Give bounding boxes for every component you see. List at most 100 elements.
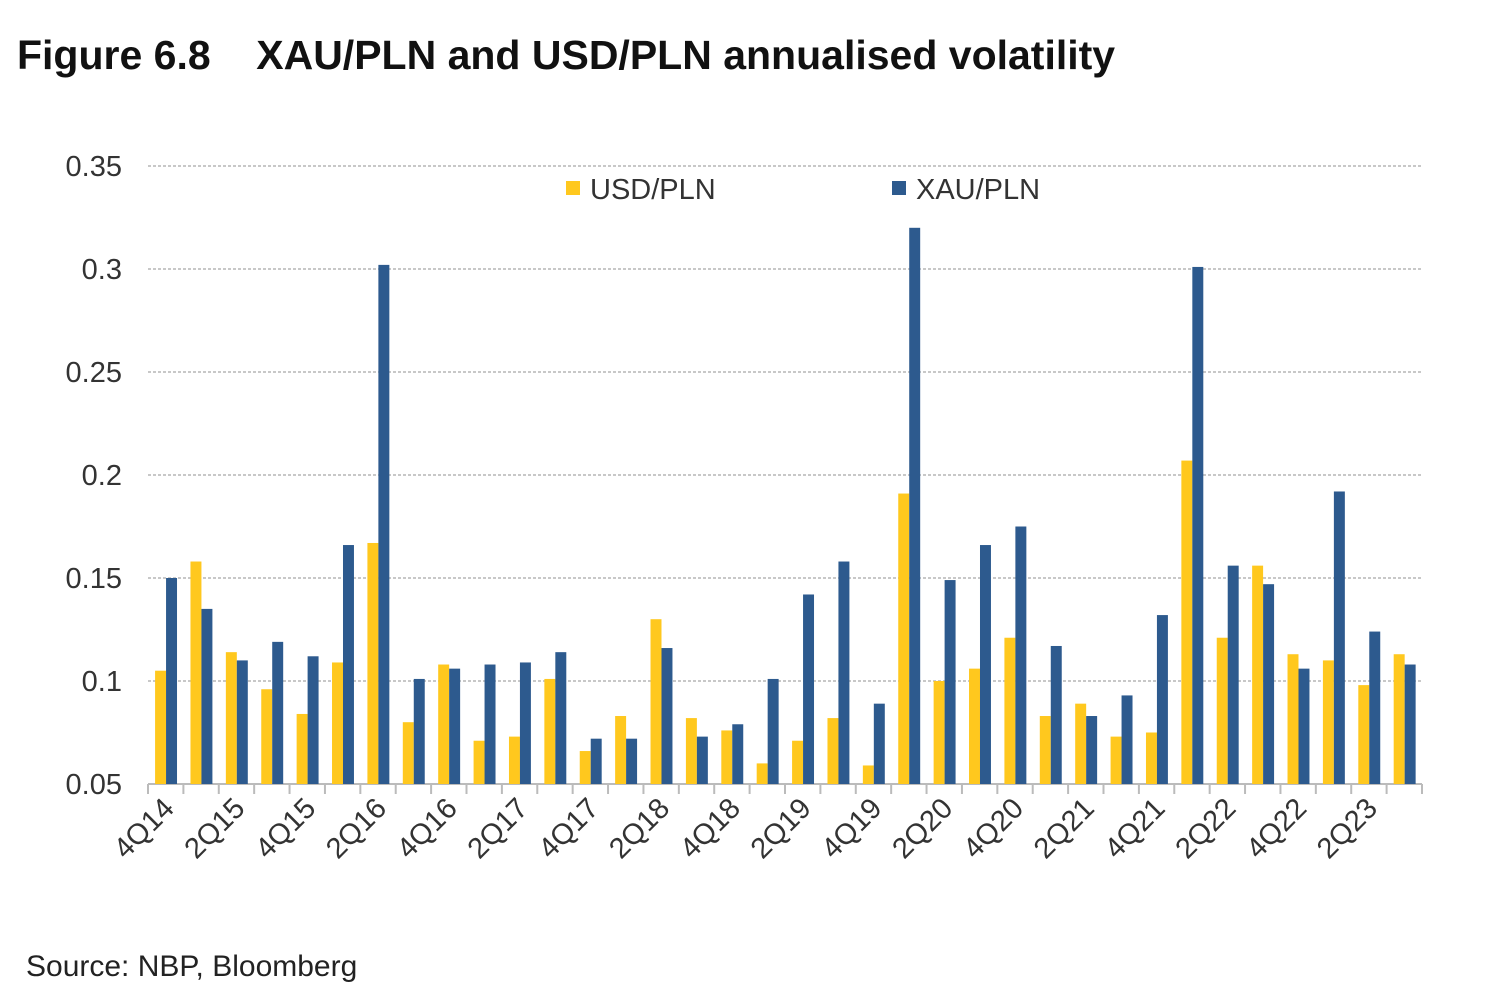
bar-xau-pln: 3Q19 [838,561,850,784]
bar-xau-pln: 4Q21 [1156,615,1168,784]
y-tick-label: 0.35 [66,151,122,183]
bar-xau-pln: 4Q18 [732,724,744,784]
bar-usd-pln: 2Q23 [1358,685,1370,784]
bar-xau-pln: 3Q20 [979,545,991,784]
bar-usd-pln: 3Q19 [827,718,839,784]
y-tick-label: 0.05 [66,769,122,801]
bar-usd-pln: 2Q16 [367,542,379,784]
bar-usd-pln: 4Q17 [579,751,591,784]
x-tick-label: 2Q15 [179,792,252,865]
y-tick-label: 0.25 [66,357,122,389]
bar-xau-pln: 4Q22 [1298,668,1310,784]
legend-swatch [566,181,580,195]
x-tick-label: 2Q21 [1028,792,1101,865]
bar-xau-pln: 1Q23 [1333,491,1345,784]
source-note: Source: NBP, Bloomberg [26,950,358,983]
bar-usd-pln: 3Q23 [1393,654,1405,784]
bar-xau-pln: 2Q21 [1086,716,1098,784]
x-tick-label: 2Q19 [745,792,818,865]
bar-xau-pln: 3Q16 [413,678,425,784]
bar-usd-pln: 1Q22 [1181,460,1193,784]
bar-usd-pln: 3Q15 [261,689,273,784]
bar-xau-pln: 4Q19 [873,703,885,784]
x-tick-label: 2Q23 [1311,792,1384,865]
x-tick-label: 4Q14 [108,792,181,865]
bar-xau-pln: 4Q17 [590,738,602,784]
bar-xau-pln: 2Q17 [519,662,531,784]
bar-xau-pln: 2Q22 [1227,565,1239,784]
bar-usd-pln: 2Q22 [1216,637,1228,784]
x-tick-label: 4Q18 [674,792,747,865]
x-tick-label: 4Q22 [1240,792,1313,865]
x-tick-label: 2Q16 [320,792,393,865]
y-tick-label: 0.1 [82,666,122,698]
bar-usd-pln: 4Q18 [721,730,733,784]
bar-xau-pln: 2Q16 [378,264,390,784]
bar-usd-pln: 1Q17 [473,740,485,784]
bar-usd-pln: 4Q20 [1004,637,1016,784]
bar-xau-pln: 2Q20 [944,580,956,784]
bar-xau-pln: 1Q16 [342,545,354,784]
bar-usd-pln: 3Q16 [402,722,414,784]
bar-usd-pln: 1Q15 [190,561,202,784]
bar-usd-pln: 3Q17 [544,678,556,784]
bar-usd-pln: 3Q21 [1110,736,1122,784]
bar-xau-pln: 2Q19 [803,594,815,784]
bar-xau-pln: 4Q14 [166,578,178,784]
bar-usd-pln: 1Q23 [1322,660,1334,784]
bar-usd-pln: 3Q18 [685,718,697,784]
bar-xau-pln: 3Q17 [555,652,567,784]
bar-xau-pln: 2Q23 [1369,631,1381,784]
bar-xau-pln: 1Q22 [1192,266,1204,784]
bar-xau-pln: 4Q16 [449,668,461,784]
bar-xau-pln: 1Q21 [1050,645,1062,784]
bar-usd-pln: 2Q15 [225,652,237,784]
bar-xau-pln: 4Q15 [307,656,319,784]
bar-xau-pln: 3Q22 [1263,584,1275,784]
bar-xau-pln: 1Q15 [201,608,213,784]
bar-usd-pln: 2Q21 [1075,703,1087,784]
bar-usd-pln: 4Q16 [438,664,450,784]
bar-usd-pln: 3Q20 [969,668,980,784]
bar-usd-pln: 4Q22 [1287,654,1299,784]
bar-xau-pln: 4Q20 [1015,526,1027,784]
legend-label: USD/PLN [590,174,716,206]
bar-usd-pln: 1Q18 [615,716,627,784]
bar-usd-pln: 2Q19 [792,740,804,784]
bar-usd-pln: 2Q17 [508,736,520,784]
x-tick-label: 2Q22 [1170,792,1243,865]
bar-usd-pln: 3Q22 [1252,565,1264,784]
x-tick-label: 2Q17 [462,792,535,865]
x-tick-label: 4Q21 [1099,792,1172,865]
legend-label: XAU/PLN [916,174,1040,206]
x-tick-label: 4Q19 [816,792,889,865]
y-tick-label: 0.3 [82,254,122,286]
bar-xau-pln: 3Q21 [1121,695,1133,784]
bar-usd-pln: 1Q16 [332,662,343,784]
x-tick-label: 4Q15 [249,792,322,865]
bar-usd-pln: 2Q18 [650,619,662,784]
x-tick-label: 4Q17 [533,792,606,865]
bar-xau-pln: 2Q15 [236,660,248,784]
bar-usd-pln: 4Q14 [155,670,167,784]
x-tick-label: 2Q18 [603,792,676,865]
bar-xau-pln: 1Q17 [484,664,496,784]
bar-xau-pln: 3Q23 [1404,664,1416,784]
bar-usd-pln: 1Q19 [756,763,768,784]
bar-xau-pln: 3Q18 [696,736,708,784]
bar-usd-pln: 2Q20 [933,681,945,784]
bar-xau-pln: 1Q20 [909,227,921,785]
chart-title: Figure 6.8 XAU/PLN and USD/PLN annualise… [17,32,1116,78]
bar-usd-pln: 4Q21 [1145,732,1157,784]
legend-swatch [892,181,906,195]
bar-usd-pln: 1Q21 [1039,716,1051,784]
bar-xau-pln: 1Q19 [767,678,779,784]
bar-usd-pln: 4Q19 [862,765,874,784]
x-tick-label: 2Q20 [886,792,959,865]
x-tick-label: 4Q16 [391,792,464,865]
x-tick-label: 4Q20 [957,792,1030,865]
y-tick-label: 0.2 [82,460,122,492]
bar-xau-pln: 2Q18 [661,648,673,784]
bar-xau-pln: 3Q15 [272,641,284,784]
